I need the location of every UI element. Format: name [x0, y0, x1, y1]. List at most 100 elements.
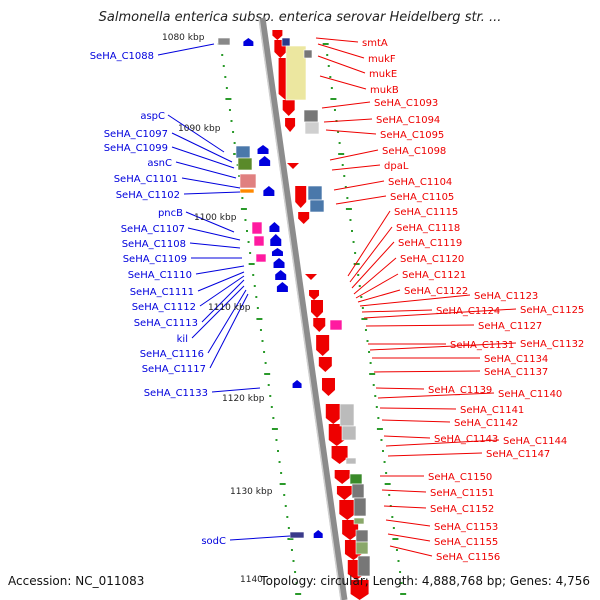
right-gene-label[interactable]: SeHA_C1134	[484, 354, 548, 365]
reverse-gene-arrow[interactable]	[271, 248, 283, 256]
left-gene-label[interactable]: SeHA_C1109	[123, 254, 187, 265]
gene-feature-box[interactable]	[353, 517, 365, 525]
right-gene-label[interactable]: SeHA_C1095	[380, 130, 444, 141]
forward-gene-arrow[interactable]	[331, 446, 348, 464]
right-gene-label[interactable]: SeHA_C1150	[428, 472, 492, 483]
right-gene-label[interactable]: mukB	[370, 85, 399, 96]
left-gene-label[interactable]: SeHA_C1112	[132, 302, 196, 313]
right-gene-label[interactable]: mukE	[369, 69, 397, 80]
forward-gene-arrow[interactable]	[295, 186, 307, 208]
forward-gene-arrow[interactable]	[298, 212, 310, 224]
forward-gene-arrow[interactable]	[342, 520, 359, 540]
right-gene-label[interactable]: SeHA_C1118	[396, 223, 460, 234]
gene-feature-box[interactable]	[281, 37, 291, 47]
right-gene-label[interactable]: SeHA_C1094	[376, 115, 440, 126]
forward-gene-arrow[interactable]	[311, 300, 324, 318]
forward-gene-arrow[interactable]	[272, 30, 283, 40]
right-gene-label[interactable]: SeHA_C1125	[520, 305, 584, 316]
forward-gene-arrow[interactable]	[328, 424, 345, 446]
right-gene-label[interactable]: SeHA_C1144	[503, 436, 567, 447]
left-gene-label[interactable]: sodC	[201, 536, 226, 547]
gene-feature-box[interactable]	[339, 403, 355, 427]
forward-gene-arrow[interactable]	[313, 318, 326, 332]
right-gene-label[interactable]: SeHA_C1119	[398, 238, 462, 249]
left-gene-label[interactable]: SeHA_C1099	[104, 143, 168, 154]
right-gene-label[interactable]: SeHA_C1093	[374, 98, 438, 109]
left-gene-label[interactable]: kil	[177, 334, 188, 345]
right-gene-label[interactable]: SeHA_C1121	[402, 270, 466, 281]
left-gene-label[interactable]: SeHA_C1102	[116, 190, 180, 201]
right-gene-label[interactable]: SeHA_C1132	[520, 339, 584, 350]
right-gene-label[interactable]: SeHA_C1151	[430, 488, 494, 499]
left-gene-label[interactable]: SeHA_C1133	[144, 388, 208, 399]
forward-gene-marker[interactable]	[287, 163, 299, 169]
gene-feature-box[interactable]	[235, 145, 251, 159]
forward-gene-marker[interactable]	[305, 274, 317, 280]
left-gene-label[interactable]: SeHA_C1117	[142, 364, 206, 375]
forward-gene-arrow[interactable]	[318, 357, 332, 372]
right-gene-label[interactable]: smtA	[362, 38, 388, 49]
left-gene-label[interactable]: asnC	[147, 158, 172, 169]
gene-feature-box[interactable]	[307, 185, 323, 201]
gene-feature-box[interactable]	[253, 235, 265, 247]
gene-feature-box[interactable]	[329, 319, 343, 331]
forward-gene-arrow[interactable]	[336, 486, 352, 500]
reverse-gene-arrow[interactable]	[257, 145, 269, 154]
left-gene-label[interactable]: SeHA_C1088	[90, 51, 154, 62]
left-gene-label[interactable]: SeHA_C1097	[104, 129, 168, 140]
right-gene-label[interactable]: SeHA_C1098	[382, 146, 446, 157]
reverse-gene-arrow[interactable]	[270, 234, 282, 246]
gene-feature-box[interactable]	[341, 425, 357, 441]
forward-gene-arrow[interactable]	[282, 100, 295, 116]
forward-gene-arrow[interactable]	[309, 290, 320, 300]
gene-feature-box[interactable]	[285, 45, 307, 101]
right-gene-label[interactable]: SeHA_C1143	[434, 434, 498, 445]
right-gene-label[interactable]: SeHA_C1139	[428, 385, 492, 396]
gene-feature-box[interactable]	[303, 109, 319, 123]
right-gene-label[interactable]: SeHA_C1137	[484, 367, 548, 378]
gene-feature-box[interactable]	[355, 529, 369, 543]
right-gene-label[interactable]: SeHA_C1120	[400, 254, 464, 265]
right-gene-label[interactable]: SeHA_C1124	[436, 306, 500, 317]
left-gene-label[interactable]: SeHA_C1107	[121, 224, 185, 235]
gene-feature-box[interactable]	[309, 199, 325, 213]
right-gene-label[interactable]: SeHA_C1115	[394, 207, 458, 218]
left-gene-label[interactable]: pncB	[158, 208, 183, 219]
reverse-gene-arrow[interactable]	[313, 530, 323, 538]
right-gene-label[interactable]: SeHA_C1140	[498, 389, 562, 400]
left-gene-label[interactable]: SeHA_C1116	[140, 349, 204, 360]
forward-gene-arrow[interactable]	[285, 118, 296, 132]
gene-feature-box[interactable]	[345, 457, 357, 465]
reverse-gene-arrow[interactable]	[276, 282, 288, 292]
left-gene-label[interactable]: SeHA_C1101	[114, 174, 178, 185]
gene-feature-box[interactable]	[217, 37, 231, 46]
gene-feature-box[interactable]	[239, 173, 257, 189]
gene-feature-box[interactable]	[357, 555, 371, 577]
gene-feature-box[interactable]	[303, 49, 313, 59]
right-gene-label[interactable]: mukF	[368, 54, 396, 65]
gene-feature-box[interactable]	[353, 497, 367, 517]
right-gene-label[interactable]: SeHA_C1147	[486, 449, 550, 460]
left-gene-label[interactable]: SeHA_C1108	[122, 239, 186, 250]
right-gene-label[interactable]: dpaL	[384, 161, 409, 172]
left-gene-label[interactable]: SeHA_C1113	[134, 318, 198, 329]
reverse-gene-arrow[interactable]	[273, 258, 285, 268]
gene-feature-box[interactable]	[251, 221, 263, 235]
right-gene-label[interactable]: SeHA_C1131	[450, 340, 514, 351]
gene-feature-box[interactable]	[351, 483, 365, 499]
right-gene-label[interactable]: SeHA_C1104	[388, 177, 452, 188]
gene-feature-box[interactable]	[237, 157, 253, 171]
forward-gene-arrow[interactable]	[334, 470, 350, 484]
reverse-gene-arrow[interactable]	[275, 270, 287, 280]
reverse-gene-arrow[interactable]	[292, 380, 302, 388]
right-gene-label[interactable]: SeHA_C1156	[436, 552, 500, 563]
forward-gene-arrow[interactable]	[339, 500, 356, 520]
forward-gene-arrow[interactable]	[325, 404, 341, 424]
right-gene-label[interactable]: SeHA_C1155	[434, 537, 498, 548]
reverse-gene-arrow[interactable]	[263, 186, 275, 196]
right-gene-label[interactable]: SeHA_C1152	[430, 504, 494, 515]
gene-feature-box[interactable]	[355, 541, 369, 555]
right-gene-label[interactable]: SeHA_C1122	[404, 286, 468, 297]
right-gene-label[interactable]: SeHA_C1127	[478, 321, 542, 332]
reverse-gene-arrow[interactable]	[243, 38, 254, 46]
